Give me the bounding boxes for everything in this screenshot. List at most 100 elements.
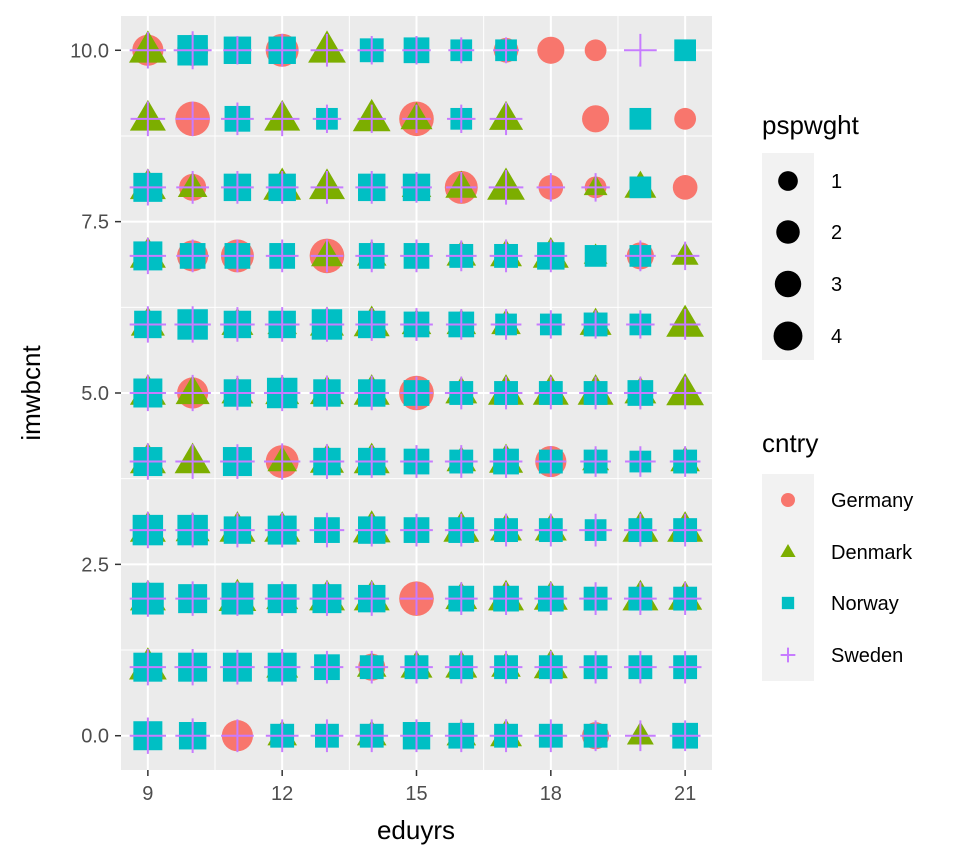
point-sweden (490, 309, 522, 340)
point-sweden (174, 374, 211, 412)
point-sweden (264, 512, 300, 548)
x-tick-label: 9 (142, 783, 153, 805)
point-sweden (357, 104, 386, 134)
point-sweden (534, 376, 568, 410)
legend-pspwght-key (774, 270, 802, 298)
data-points (129, 30, 704, 754)
point-sweden (493, 37, 520, 64)
legend-pspwght-label: 4 (831, 326, 842, 348)
x-axis: 9 12 15 18 21 (142, 770, 696, 805)
point-sweden (444, 445, 478, 478)
point-sweden (623, 376, 657, 410)
point-sweden (173, 31, 212, 70)
point-germany (582, 105, 610, 133)
legend-cntry: cntry Germany Denmark Norway Sweden (762, 428, 913, 681)
point-sweden (265, 170, 299, 204)
point-sweden (129, 580, 167, 617)
point-sweden (130, 101, 166, 137)
point-sweden (221, 170, 254, 204)
point-sweden (625, 240, 656, 272)
point-sweden (579, 376, 612, 410)
legend-pspwght-title: pspwght (762, 110, 860, 140)
point-sweden (129, 32, 167, 69)
point-sweden (354, 581, 390, 616)
point-sweden (354, 375, 390, 411)
point-sweden (310, 719, 344, 753)
point-sweden (489, 582, 523, 616)
point-sweden (264, 581, 300, 616)
point-sweden (489, 513, 523, 547)
y-axis: 0.0 2.5 5.0 7.5 10.0 (70, 40, 121, 748)
point-sweden (400, 513, 433, 547)
point-germany (537, 36, 565, 64)
point-sweden (309, 512, 345, 548)
legend-cntry-title: cntry (762, 428, 818, 458)
legend-pspwght: pspwght 1 2 3 4 (762, 110, 860, 360)
legend-cntry-key-background (762, 474, 814, 681)
point-germany (674, 107, 697, 130)
legend-cntry-label-sweden: Sweden (831, 645, 903, 667)
point-sweden (264, 307, 300, 342)
point-sweden (447, 104, 476, 134)
y-tick-label: 0.0 (81, 726, 109, 748)
point-sweden (176, 239, 210, 273)
point-sweden (445, 172, 477, 203)
point-sweden (355, 513, 389, 547)
y-tick-label: 7.5 (81, 212, 109, 234)
point-sweden (489, 719, 523, 753)
legend-pspwght-key (778, 171, 798, 191)
legend-cntry-key-sweden (780, 647, 796, 663)
legend-cntry-label-denmark: Denmark (831, 542, 913, 564)
point-sweden (355, 308, 389, 341)
point-sweden (489, 102, 523, 136)
point-sweden (669, 309, 701, 340)
point-sweden (623, 582, 657, 616)
point-sweden (489, 376, 523, 410)
point-sweden (220, 444, 255, 479)
point-sweden (402, 36, 431, 65)
point-sweden (534, 513, 568, 547)
point-sweden (264, 101, 300, 137)
point-sweden (445, 309, 477, 340)
x-tick-label: 18 (540, 783, 562, 805)
y-tick-label: 5.0 (81, 383, 109, 405)
point-sweden (310, 33, 344, 67)
point-sweden (174, 306, 211, 343)
point-sweden (488, 170, 524, 205)
point-sweden (175, 718, 210, 754)
point-sweden (400, 445, 433, 478)
point-sweden (668, 376, 702, 410)
y-tick-label: 10.0 (70, 40, 109, 62)
point-sweden (129, 169, 167, 206)
point-norway (629, 176, 652, 199)
point-sweden (445, 240, 477, 272)
point-sweden (220, 375, 255, 411)
point-sweden (400, 719, 433, 753)
point-sweden (223, 36, 252, 65)
point-sweden (221, 719, 254, 753)
point-sweden (175, 581, 210, 616)
point-sweden (623, 650, 657, 684)
point-sweden (220, 512, 255, 548)
point-sweden (221, 239, 254, 273)
point-sweden (444, 376, 478, 410)
point-sweden (448, 37, 475, 64)
point-sweden (400, 376, 433, 410)
legend-pspwght-key (776, 220, 800, 244)
point-sweden (444, 513, 478, 547)
point-sweden (402, 104, 431, 134)
point-sweden (579, 513, 612, 547)
point-sweden (355, 719, 389, 753)
point-germany (672, 175, 698, 200)
legend-pspwght-label: 3 (831, 274, 842, 296)
point-sweden (264, 443, 301, 480)
point-sweden (221, 102, 254, 136)
point-sweden (444, 719, 478, 753)
point-sweden (580, 446, 611, 477)
x-tick-label: 21 (674, 783, 696, 805)
point-sweden (668, 650, 702, 684)
series-sweden (129, 31, 702, 754)
point-sweden (309, 307, 345, 342)
point-sweden (668, 513, 702, 547)
